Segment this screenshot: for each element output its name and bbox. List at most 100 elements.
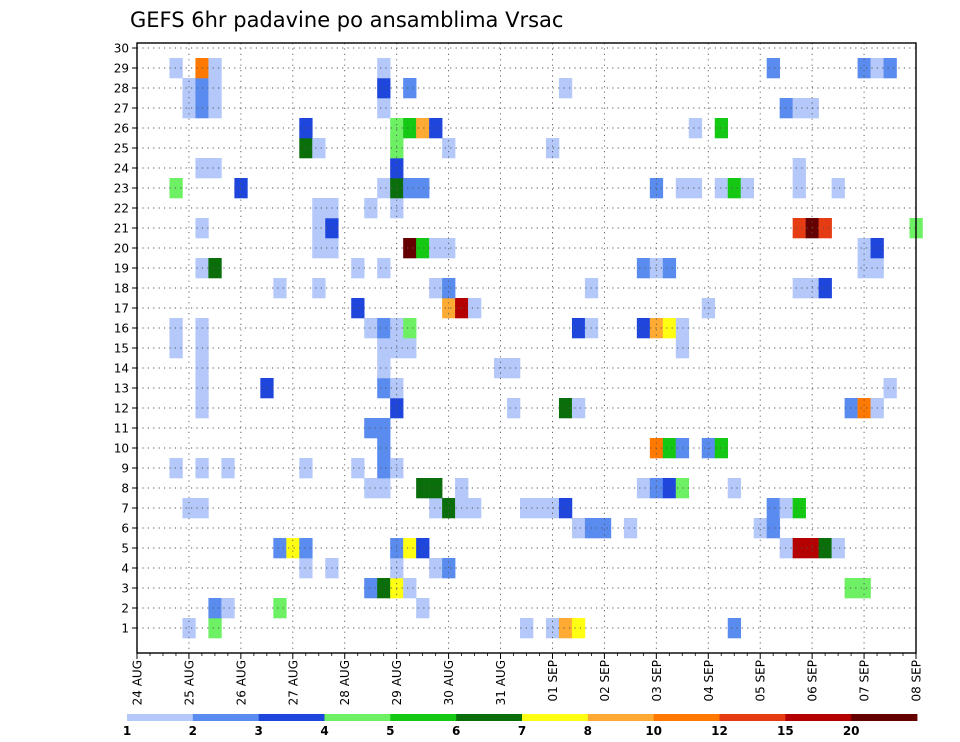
heatmap-cell bbox=[208, 618, 222, 639]
colorbar-swatch bbox=[127, 714, 194, 721]
heatmap-cell bbox=[273, 598, 287, 619]
y-tick-label: 9 bbox=[121, 462, 129, 476]
heatmap-cell bbox=[403, 338, 417, 359]
chart-title: GEFS 6hr padavine po ansamblima Vrsac bbox=[130, 8, 563, 32]
heatmap-cell bbox=[558, 78, 573, 99]
colorbar-swatch bbox=[587, 714, 655, 721]
y-tick-label: 27 bbox=[114, 102, 129, 116]
heatmap-cell bbox=[377, 338, 391, 359]
heatmap-cell bbox=[468, 498, 482, 519]
heatmap-cell bbox=[377, 418, 391, 439]
heatmap-cell bbox=[779, 538, 793, 559]
heatmap-cell bbox=[403, 178, 417, 199]
colorbar-label: 3 bbox=[254, 724, 262, 738]
heatmap-cell bbox=[857, 398, 871, 419]
x-tick-label: 25 AUG bbox=[182, 660, 196, 705]
heatmap-cell bbox=[377, 478, 391, 499]
heatmap-cell bbox=[429, 478, 443, 499]
heatmap-cell bbox=[403, 238, 417, 259]
heatmap-cell bbox=[844, 398, 858, 419]
y-tick-label: 12 bbox=[114, 402, 129, 416]
heatmap-cell bbox=[416, 538, 430, 559]
heatmap-cell bbox=[429, 238, 443, 259]
colorbar-label: 20 bbox=[843, 724, 860, 738]
colorbar-swatch bbox=[192, 714, 260, 721]
heatmap-cell bbox=[403, 578, 417, 599]
y-tick-label: 21 bbox=[114, 222, 129, 236]
heatmap-cell bbox=[688, 178, 703, 199]
heatmap-cell bbox=[377, 578, 391, 599]
heatmap-cell bbox=[792, 218, 806, 239]
colorbar-swatch bbox=[851, 714, 918, 721]
x-tick-label: 27 AUG bbox=[286, 660, 300, 705]
heatmap-cell bbox=[636, 318, 651, 339]
heatmap-cell bbox=[597, 518, 612, 539]
heatmap-cell bbox=[714, 438, 729, 459]
heatmap-cell bbox=[377, 78, 391, 99]
x-tick-label: 06 SEP bbox=[806, 660, 820, 702]
heatmap-cell bbox=[403, 78, 417, 99]
heatmap-cell bbox=[312, 138, 326, 159]
heatmap-cell bbox=[558, 398, 573, 419]
x-tick-label: 30 AUG bbox=[442, 660, 456, 705]
heatmap-cell bbox=[662, 478, 677, 499]
heatmap-cell bbox=[571, 518, 586, 539]
y-tick-label: 10 bbox=[114, 442, 129, 456]
heatmap-cell bbox=[792, 98, 806, 119]
y-tick-label: 7 bbox=[121, 502, 129, 516]
heatmap-cell bbox=[208, 258, 222, 279]
heatmap-cell bbox=[208, 78, 222, 99]
heatmap-cell bbox=[234, 178, 248, 199]
x-tick-label: 01 SEP bbox=[546, 660, 560, 702]
y-tick-label: 5 bbox=[121, 542, 129, 556]
x-tick-label: 02 SEP bbox=[598, 660, 612, 702]
heatmap-cell bbox=[792, 538, 806, 559]
heatmap-cell bbox=[507, 398, 521, 419]
heatmap-cell bbox=[545, 138, 560, 159]
heatmap-cell bbox=[545, 618, 560, 639]
heatmap-cell bbox=[766, 518, 780, 539]
grid-lines bbox=[137, 43, 916, 653]
y-tick-label: 8 bbox=[121, 482, 129, 496]
heatmap-cell bbox=[766, 498, 780, 519]
heatmap-cell bbox=[182, 618, 196, 639]
y-tick-label: 26 bbox=[114, 122, 129, 136]
heatmap-cell bbox=[416, 598, 430, 619]
y-tick-label: 18 bbox=[114, 282, 129, 296]
y-tick-label: 30 bbox=[114, 42, 129, 56]
y-axis: 1234567891011121314151617181920212223242… bbox=[114, 42, 137, 636]
heatmap-cell bbox=[727, 618, 742, 639]
heatmap-cell bbox=[169, 178, 183, 199]
heatmap-cell bbox=[662, 258, 677, 279]
heatmap-cell bbox=[364, 418, 378, 439]
heatmap-cell bbox=[403, 538, 417, 559]
heatmap-cell bbox=[429, 498, 443, 519]
heatmap-cell bbox=[377, 318, 391, 339]
y-tick-label: 15 bbox=[114, 342, 129, 356]
x-tick-label: 04 SEP bbox=[702, 660, 716, 702]
heatmap-cell bbox=[727, 178, 742, 199]
heatmap-cell bbox=[857, 258, 871, 279]
heatmap-cell bbox=[818, 278, 832, 299]
heatmap-cell bbox=[312, 238, 326, 259]
heatmap-cell bbox=[429, 118, 443, 139]
heatmap-cell bbox=[221, 598, 235, 619]
heatmap-cell bbox=[688, 118, 703, 139]
y-tick-label: 14 bbox=[114, 362, 129, 376]
y-tick-label: 17 bbox=[114, 302, 129, 316]
heatmap-cell bbox=[169, 458, 183, 479]
heatmap-cell bbox=[299, 138, 313, 159]
heatmap-cell bbox=[792, 278, 806, 299]
colorbar-label: 8 bbox=[584, 724, 592, 738]
heatmap-cell bbox=[442, 238, 456, 259]
heatmap-cell bbox=[792, 178, 806, 199]
heatmap-cell bbox=[753, 518, 767, 539]
heatmap-cell bbox=[623, 518, 638, 539]
colorbar-swatch bbox=[258, 714, 325, 721]
heatmap-cell bbox=[377, 178, 391, 199]
heatmap-cell bbox=[636, 478, 651, 499]
heatmap-cell bbox=[714, 178, 729, 199]
heatmap-cell bbox=[883, 58, 897, 79]
heatmap-cell bbox=[299, 538, 313, 559]
colorbar-label: 7 bbox=[518, 724, 526, 738]
